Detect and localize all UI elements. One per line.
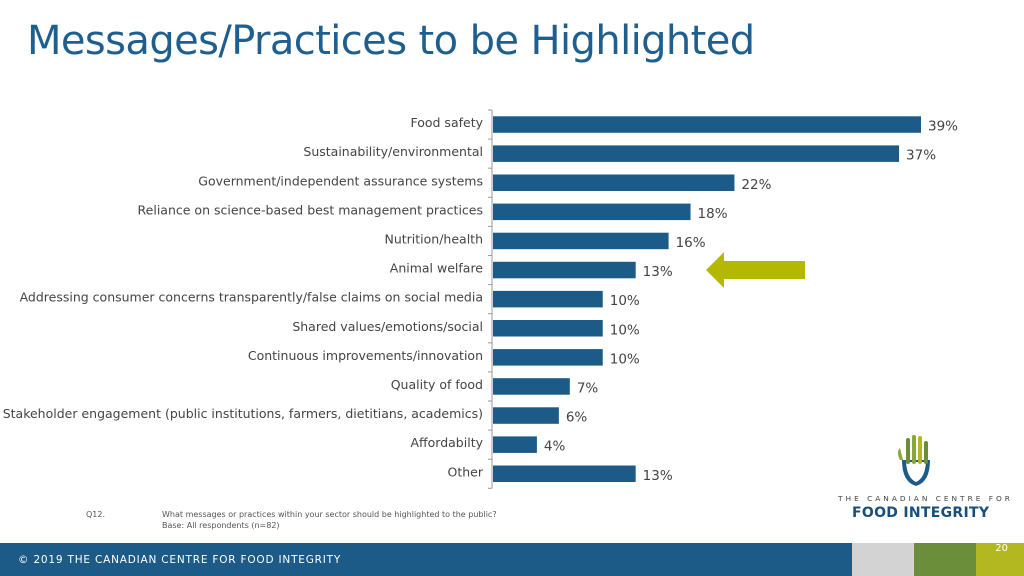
value-label: 10% bbox=[610, 293, 640, 309]
hand-wheat-logo-icon bbox=[898, 435, 930, 486]
category-label: Affordabilty bbox=[410, 435, 483, 450]
category-label: Continuous improvements/innovation bbox=[248, 348, 483, 363]
bar-9 bbox=[493, 349, 603, 366]
bar-6 bbox=[493, 261, 636, 279]
footer-copyright: © 2019 THE CANADIAN CENTRE FOR FOOD INTE… bbox=[18, 554, 342, 566]
category-label: Nutrition/health bbox=[384, 231, 483, 246]
value-label: 13% bbox=[643, 264, 673, 280]
logo-line2: FOOD INTEGRITY bbox=[852, 505, 990, 521]
value-label: 39% bbox=[928, 119, 958, 135]
value-label: 13% bbox=[643, 468, 673, 484]
bar-11 bbox=[493, 407, 559, 424]
category-label: Shared values/emotions/social bbox=[292, 319, 483, 334]
footnote-question-id: Q12. bbox=[86, 510, 106, 519]
value-label: 22% bbox=[741, 177, 771, 193]
cffi-logo: THE CANADIAN CENTRE FOR FOOD INTEGRITY bbox=[830, 432, 1020, 524]
bar-7 bbox=[493, 290, 603, 308]
value-label: 10% bbox=[610, 351, 640, 367]
category-label: Reliance on science-based best managemen… bbox=[138, 202, 483, 217]
value-label: 6% bbox=[566, 410, 588, 426]
bar-13 bbox=[493, 465, 636, 482]
bar-chart: Food safety Sustainability/environmental G… bbox=[3, 109, 958, 489]
category-label: Stakeholder engagement (public instituti… bbox=[3, 406, 483, 421]
category-labels-group: Food safety Sustainability/environmental G… bbox=[3, 115, 484, 479]
footnote-question: What messages or practices within your s… bbox=[162, 510, 497, 519]
category-label: Addressing consumer concerns transparent… bbox=[20, 290, 483, 305]
page-number: 20 bbox=[995, 543, 1008, 554]
logo-line1: THE CANADIAN CENTRE FOR bbox=[838, 494, 1013, 503]
value-label: 37% bbox=[906, 148, 936, 164]
value-labels-group: 39%37%22%18%16%13%10%10%10%7%6%4%13% bbox=[544, 119, 958, 484]
bars-group bbox=[493, 116, 921, 482]
category-label: Sustainability/environmental bbox=[303, 144, 483, 159]
bar-5 bbox=[493, 232, 669, 250]
bar-8 bbox=[493, 320, 603, 337]
category-label: Food safety bbox=[410, 115, 483, 130]
footer-bar: © 2019 THE CANADIAN CENTRE FOR FOOD INTE… bbox=[0, 543, 1024, 576]
axis-ticks-group bbox=[488, 109, 492, 489]
bar-4 bbox=[493, 203, 691, 221]
bar-2 bbox=[493, 145, 900, 162]
value-label: 7% bbox=[577, 380, 599, 396]
value-label: 10% bbox=[610, 322, 640, 338]
bar-1 bbox=[493, 116, 921, 133]
highlight-arrow-icon bbox=[706, 252, 805, 289]
category-label: Government/independent assurance systems bbox=[198, 173, 483, 188]
category-label: Quality of food bbox=[391, 377, 483, 392]
bar-3 bbox=[493, 174, 735, 191]
footnote-base: Base: All respondents (n=82) bbox=[162, 521, 280, 530]
value-label: 4% bbox=[544, 439, 566, 455]
category-label: Other bbox=[448, 464, 484, 479]
footer-band-light bbox=[852, 543, 914, 576]
bar-10 bbox=[493, 378, 570, 395]
bar-12 bbox=[493, 436, 537, 453]
page-title: Messages/Practices to be Highlighted bbox=[27, 18, 755, 64]
value-label: 18% bbox=[698, 206, 728, 222]
category-label: Animal welfare bbox=[390, 261, 484, 276]
value-label: 16% bbox=[676, 235, 706, 251]
footer-band-green bbox=[914, 543, 976, 576]
footer-band-lime: 20 bbox=[976, 543, 1024, 576]
